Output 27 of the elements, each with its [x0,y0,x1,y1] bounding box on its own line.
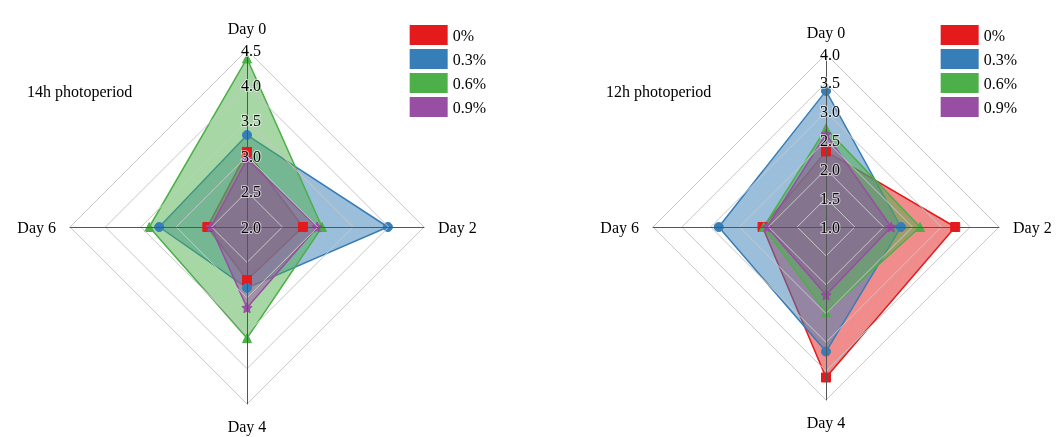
y-tick-label: 1.5 [820,189,840,207]
legend-label: 0.6% [452,74,486,92]
legend-label: 0% [452,26,474,44]
spoke-label: Day 2 [1013,218,1052,237]
legend-label: 0.3% [452,50,486,68]
legend-label: 0.9% [452,98,486,116]
y-tick-label: 1.0 [820,218,840,236]
y-tick-label: 3.0 [241,147,261,165]
spoke-label: Day 2 [438,218,477,237]
y-tick-label: 2.5 [241,183,261,201]
spoke-label: Day 0 [806,23,846,42]
text: 12h photoperiod [606,82,712,101]
legend-label: 0% [983,26,1005,44]
spoke-label: Day 4 [227,417,267,436]
legend-label: 0.6% [983,74,1017,92]
y-tick-label: 2.5 [820,132,840,149]
spoke-label: Day 4 [806,413,846,432]
text: 14h photoperiod [27,82,133,101]
spoke-label: Day 6 [600,218,639,237]
legend-label: 0.3% [983,50,1017,68]
spoke-label: Day 0 [227,19,267,38]
spoke-label: Day 6 [17,218,56,237]
y-tick-label: 2.0 [241,218,261,236]
legend-label: 0.9% [983,98,1017,116]
y-tick-label: 4.0 [820,45,840,63]
y-tick-label: 2.0 [820,160,840,178]
y-tick-label: 4.5 [241,41,261,59]
